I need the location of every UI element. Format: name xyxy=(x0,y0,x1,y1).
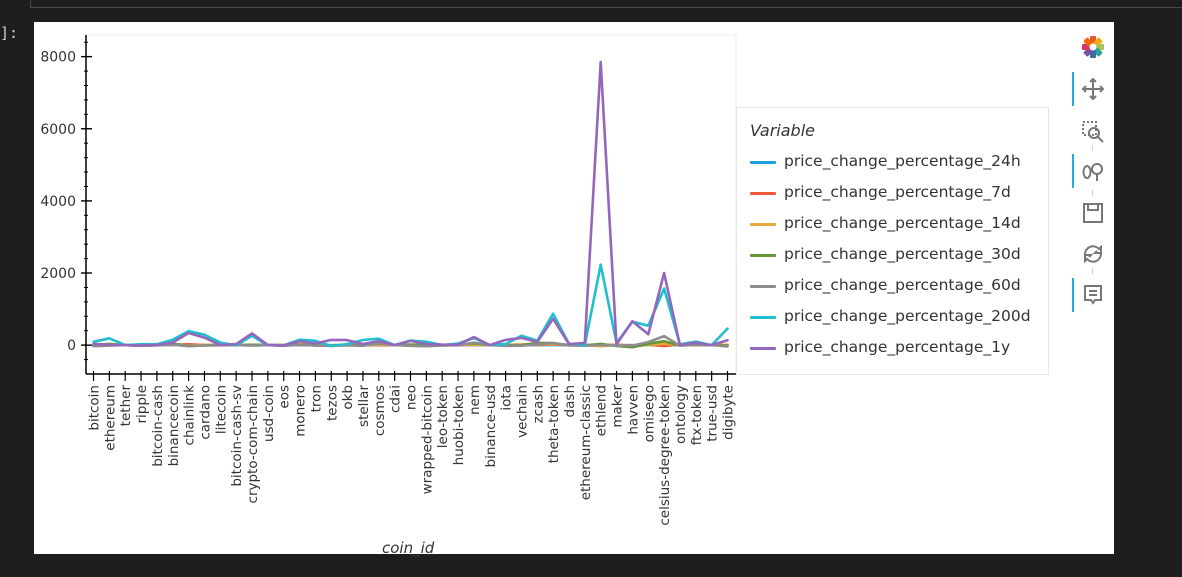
x-tick-label: zcash xyxy=(530,385,546,423)
x-tick-label: huobi-token xyxy=(451,385,467,465)
legend-swatch xyxy=(750,254,776,257)
x-tick-label: bitcoin-cash xyxy=(150,385,166,467)
legend-label: price_change_percentage_60d xyxy=(784,276,1021,294)
legend-label: price_change_percentage_200d xyxy=(784,307,1031,325)
x-tick-label: cardano xyxy=(197,385,213,440)
y-tick-label: 8000 xyxy=(40,50,76,66)
x-tick-label: maker xyxy=(610,385,626,428)
reset-tool-button[interactable] xyxy=(1072,237,1112,271)
x-tick-label: cdai xyxy=(388,385,404,413)
y-tick-label: 2000 xyxy=(40,266,76,282)
x-tick-label: tron xyxy=(308,385,324,412)
x-tick-label: chainlink xyxy=(182,385,198,446)
y-tick-label: 0 xyxy=(67,338,76,354)
series-line-4 xyxy=(92,334,729,348)
x-tick-label: vechain xyxy=(514,385,530,438)
x-tick-label: havven xyxy=(625,385,641,435)
x-tick-label: wrapped-bitcoin xyxy=(419,385,435,494)
cell-prompt: ]: xyxy=(0,24,19,42)
x-axis-title: coin_id xyxy=(382,539,435,557)
legend-swatch xyxy=(750,347,776,350)
legend-label: price_change_percentage_7d xyxy=(784,183,1011,201)
x-tick-label: tether xyxy=(118,385,134,427)
x-tick-label: bitcoin-cash-sv xyxy=(229,385,245,487)
x-tick-label: bitcoin xyxy=(87,385,103,431)
x-tick-label: cosmos xyxy=(372,385,388,436)
x-tick-label: ontology xyxy=(673,385,689,444)
x-tick-label: usd-coin xyxy=(261,385,277,442)
x-tick-label: omisego xyxy=(641,385,657,442)
x-tick-label: ftx-token xyxy=(689,385,705,445)
legend-label: price_change_percentage_30d xyxy=(784,245,1021,263)
legend-label: price_change_percentage_1y xyxy=(784,338,1011,356)
toolbar-separator xyxy=(1092,268,1093,274)
x-tick-label: ethereum xyxy=(102,385,118,451)
legend-swatch xyxy=(750,192,776,195)
x-tick-label: ripple xyxy=(134,385,150,424)
y-tick-label: 6000 xyxy=(40,122,76,138)
legend-label: price_change_percentage_14d xyxy=(784,214,1021,232)
legend-label: price_change_percentage_24h xyxy=(784,152,1021,170)
wheel-zoom-tool-button[interactable] xyxy=(1072,154,1112,188)
x-tick-label: monero xyxy=(293,385,309,437)
previous-cell-frame xyxy=(30,0,1182,8)
x-tick-label: iota xyxy=(499,385,515,411)
x-tick-label: neo xyxy=(404,385,420,410)
x-tick-label: litecoin xyxy=(213,385,229,434)
x-tick-label: leo-token xyxy=(435,385,451,448)
x-tick-label: ethereum-classic xyxy=(578,385,594,500)
x-tick-label: tezos xyxy=(324,385,340,421)
x-tick-label: theta-token xyxy=(546,385,562,463)
bokeh-logo-tool-button[interactable] xyxy=(1072,30,1112,64)
x-tick-label: celsius-degree-token xyxy=(657,385,673,526)
x-tick-label: dash xyxy=(562,385,578,417)
series-line-6 xyxy=(92,60,729,347)
legend-swatch xyxy=(750,161,776,164)
legend-swatch xyxy=(750,285,776,288)
x-tick-label: eos xyxy=(277,385,293,409)
pan-tool-button[interactable] xyxy=(1072,72,1112,106)
legend-swatch xyxy=(750,316,776,319)
toolbar-separator xyxy=(1092,190,1093,196)
legend-swatch xyxy=(750,223,776,226)
x-tick-label: crypto-com-chain xyxy=(245,385,261,503)
line-chart[interactable]: 0 2000 4000 6000 8000 bitcoin ethereum tether ri… xyxy=(34,22,1114,554)
x-tick-label: digibyte xyxy=(721,385,737,440)
box-zoom-tool-button[interactable] xyxy=(1072,115,1112,149)
plot-output[interactable]: 0 2000 4000 6000 8000 bitcoin ethereum tether ri… xyxy=(34,22,1114,557)
x-tick-label: okb xyxy=(340,385,356,410)
save-tool-button[interactable] xyxy=(1072,196,1112,230)
plot-toolbar[interactable] xyxy=(1072,30,1112,330)
x-tick-label: ethlend xyxy=(594,385,610,436)
x-tick-label: stellar xyxy=(356,385,372,427)
x-tick-label: binancecoin xyxy=(166,385,182,466)
toolbar-separator xyxy=(1092,145,1093,151)
x-tick-label: true-usd xyxy=(705,385,721,442)
y-tick-label: 4000 xyxy=(40,194,76,210)
x-tick-label: binance-usd xyxy=(483,385,499,467)
legend-title: Variable xyxy=(750,121,815,140)
hover-tool-button[interactable] xyxy=(1072,278,1112,312)
x-tick-label: nem xyxy=(467,385,483,415)
